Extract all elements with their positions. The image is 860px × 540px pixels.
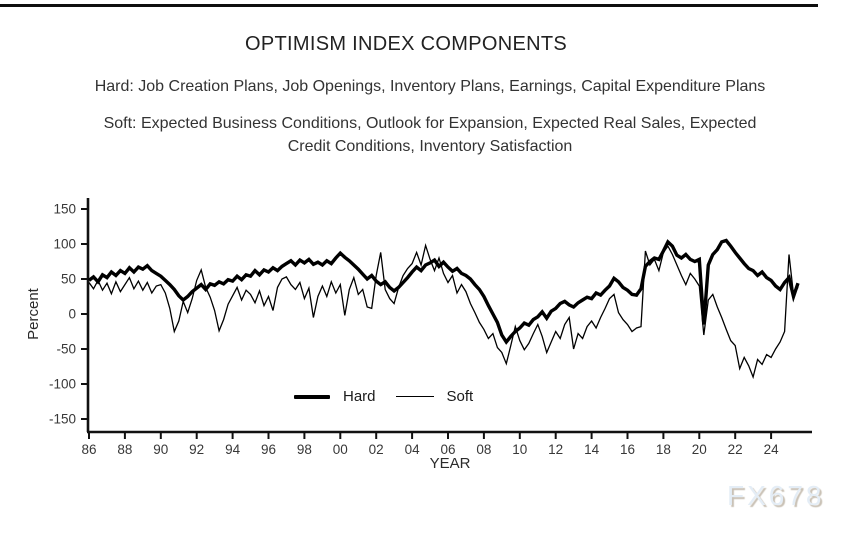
y-tick-label: -150 (49, 412, 76, 427)
subtitle-soft-components: Soft: Expected Business Conditions, Outl… (10, 113, 850, 158)
chart-title: OPTIMISM INDEX COMPONENTS (245, 33, 567, 55)
y-tick-label: -100 (49, 377, 76, 392)
series-line-soft (88, 242, 799, 380)
x-tick-label: 24 (764, 442, 780, 457)
x-tick-label: 90 (153, 442, 168, 457)
series-line-hard (87, 238, 800, 345)
legend-soft-label: Soft (446, 388, 474, 405)
y-tick-label: 50 (61, 272, 76, 287)
x-tick-label: 22 (728, 442, 743, 457)
x-tick-label: 08 (476, 442, 491, 457)
chart-legend: Hard Soft (294, 388, 473, 405)
x-tick-label: 02 (369, 442, 384, 457)
x-tick-label: 88 (117, 442, 132, 457)
data-series-lines (87, 238, 800, 380)
x-tick-label: 04 (405, 442, 421, 457)
subtitle-hard-components: Hard: Job Creation Plans, Job Openings, … (94, 78, 766, 95)
y-tick-label: 150 (53, 202, 76, 217)
y-tick-label: -50 (56, 342, 76, 357)
y-axis-label: Percent (25, 287, 42, 340)
top-divider-rule (0, 4, 818, 7)
x-tick-label: 18 (656, 442, 671, 457)
x-tick-label: 98 (297, 442, 312, 457)
legend-soft-line-swatch (395, 395, 434, 398)
x-tick-label: 00 (333, 442, 348, 457)
legend-hard-label: Hard (343, 388, 376, 405)
x-tick-label: 16 (620, 442, 635, 457)
subtitle-soft-line-2: Credit Conditions, Inventory Satisfactio… (287, 137, 573, 155)
legend-hard-line-swatch (294, 394, 330, 399)
y-tick-label: 0 (68, 307, 76, 322)
x-axis-label: YEAR (430, 455, 471, 472)
x-tick-label: 92 (189, 442, 204, 457)
x-tick-label: 06 (440, 442, 455, 457)
subtitle-soft-line-1: Soft: Expected Business Conditions, Outl… (103, 115, 757, 132)
x-tick-label: 10 (512, 442, 527, 457)
axes: 150 100 50 0 -50 -100 -150 86 88 90 92 94 96 98 00 02 04… (49, 198, 812, 457)
y-tick-label: 100 (53, 237, 76, 252)
x-tick-label: 12 (548, 442, 563, 457)
x-tick-label: 14 (584, 442, 600, 457)
x-tick-label: 20 (692, 442, 707, 457)
x-tick-label: 86 (81, 442, 96, 457)
x-tick-label: 96 (261, 442, 276, 457)
watermark-text: FX678 (727, 480, 825, 511)
x-tick-label: 94 (225, 442, 241, 457)
